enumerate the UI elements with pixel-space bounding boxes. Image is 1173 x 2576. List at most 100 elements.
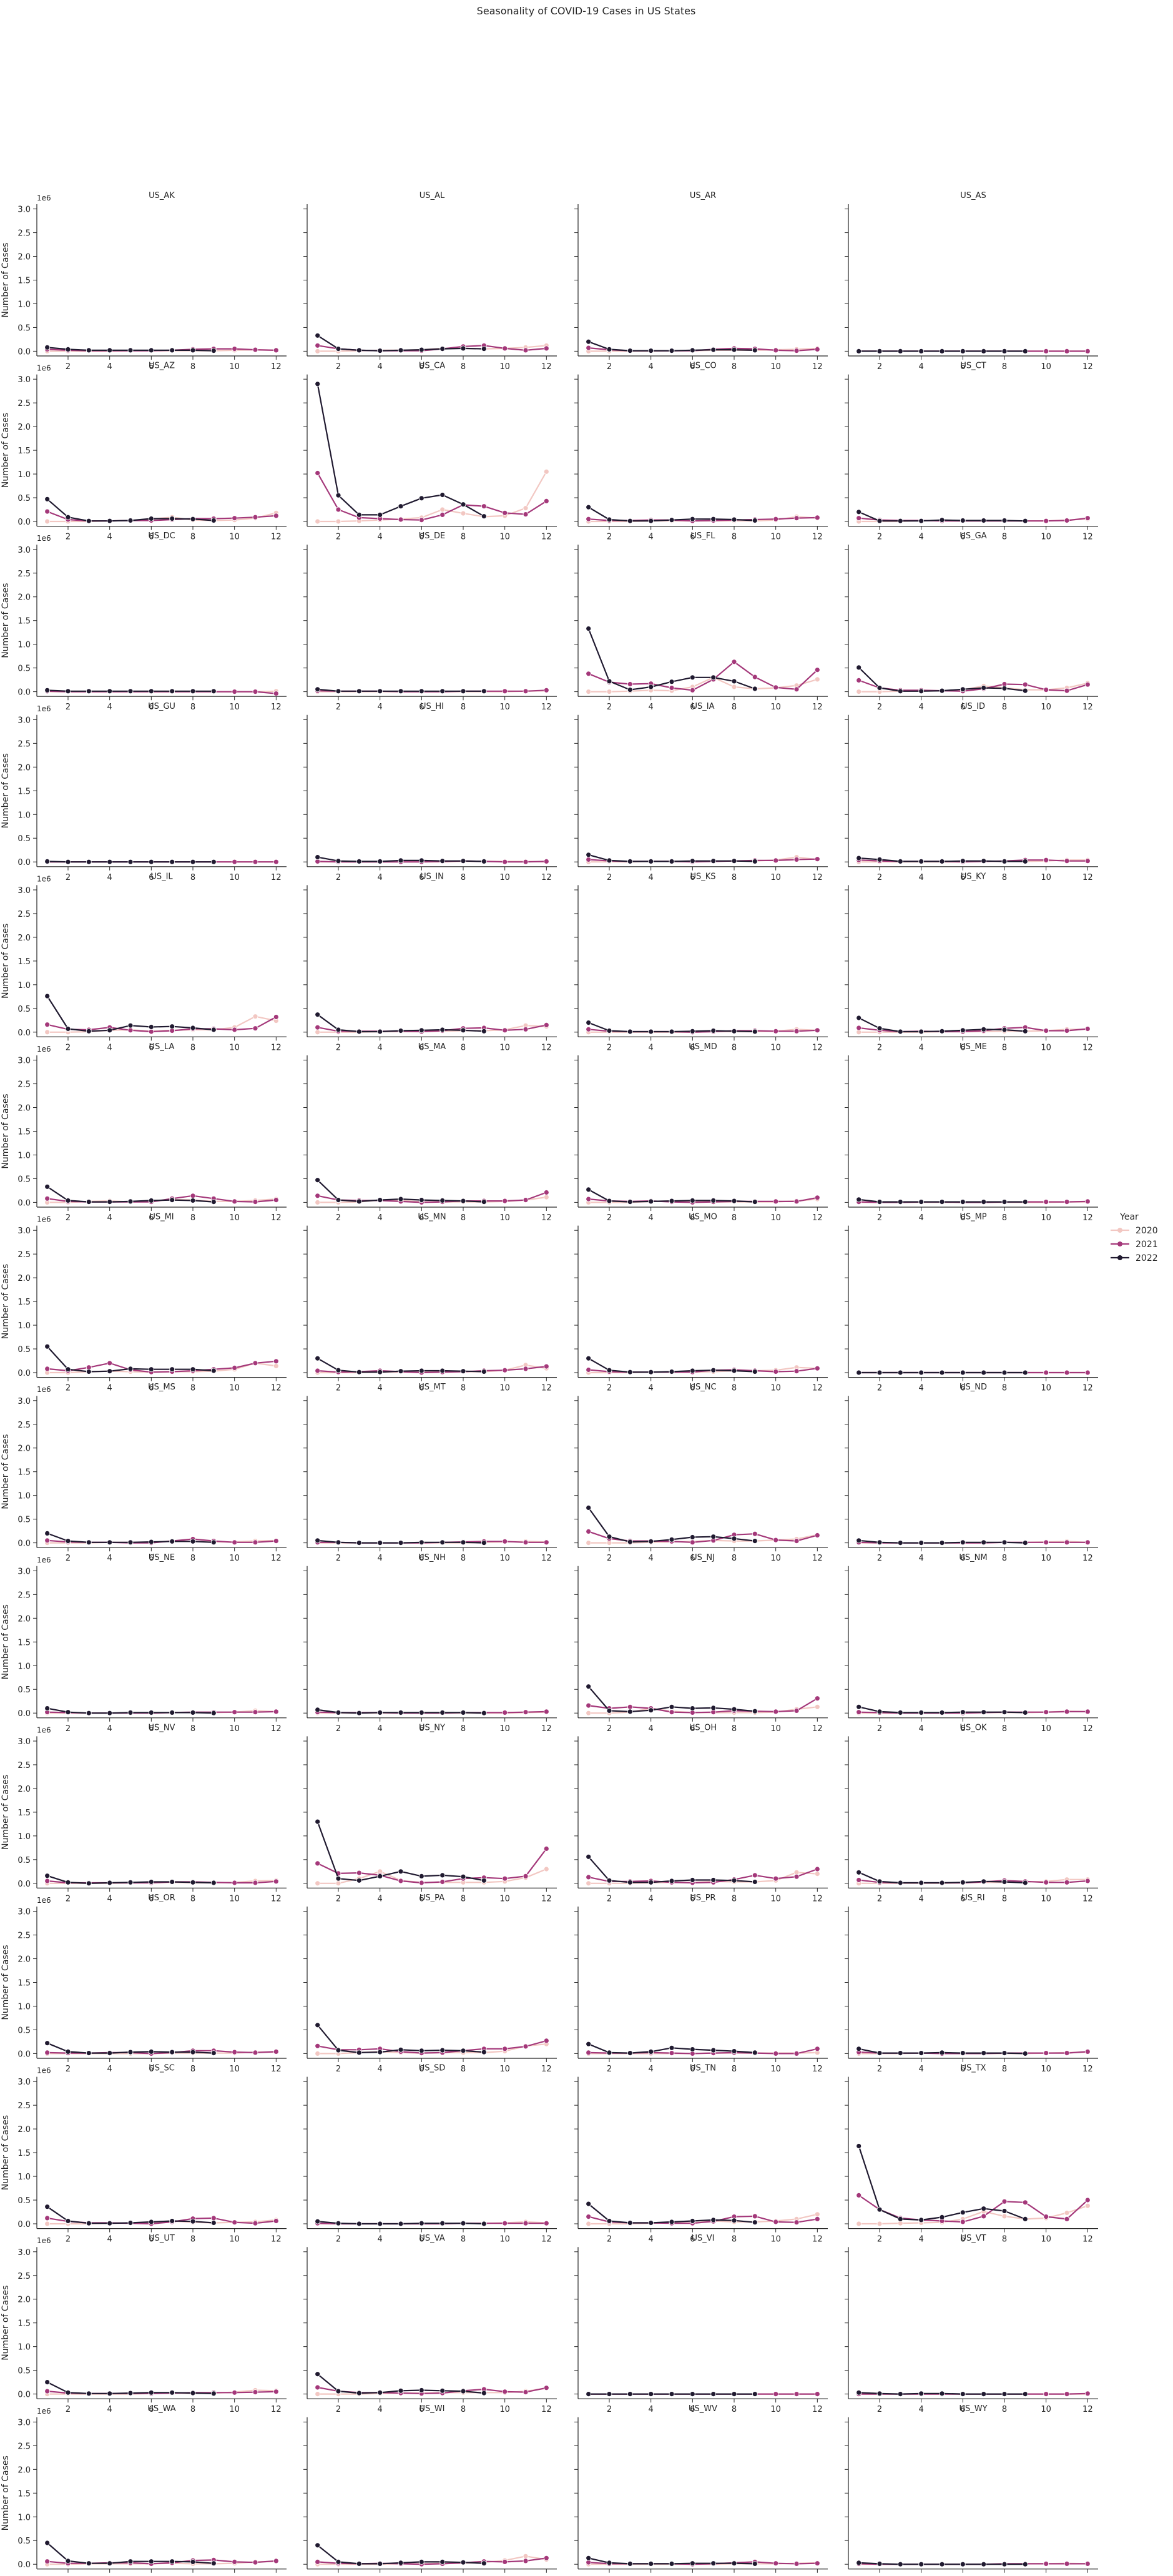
x-tick-label: 10 xyxy=(499,2065,510,2074)
data-point-2022 xyxy=(856,2390,861,2395)
data-point-2022 xyxy=(898,1541,903,1546)
panel-us-in: US_IN2 4 6 8 10 12 xyxy=(303,872,557,1052)
y-axis-label: Number of Cases xyxy=(1,924,11,999)
data-point-2022 xyxy=(586,1505,591,1510)
data-point-2022 xyxy=(856,1015,861,1020)
y-tick-label: 2.5 xyxy=(17,739,31,749)
x-tick-label: 2 xyxy=(336,2405,341,2414)
x-tick-label: 8 xyxy=(1002,703,1007,712)
data-point-2021 xyxy=(253,1880,258,1885)
x-tick-label: 2 xyxy=(877,1894,882,1903)
x-tick-label: 12 xyxy=(271,1724,282,1734)
y-axis-label: Number of Cases xyxy=(1,1775,11,1850)
x-tick-label: 12 xyxy=(541,1554,552,1563)
data-point-2022 xyxy=(607,1029,612,1034)
data-point-2021 xyxy=(315,343,320,348)
data-point-2021 xyxy=(45,1366,50,1371)
panel-us-wy: US_WY24681012Month xyxy=(845,2404,1098,2574)
y-tick-label: 1.5 xyxy=(17,447,31,456)
x-tick-label: 4 xyxy=(378,2405,383,2414)
data-point-2022 xyxy=(440,347,445,352)
data-point-2022 xyxy=(398,1029,403,1034)
data-point-2022 xyxy=(66,2390,71,2395)
data-point-2022 xyxy=(627,1369,632,1374)
data-point-2022 xyxy=(690,859,695,864)
data-point-2022 xyxy=(690,2392,695,2397)
data-point-2022 xyxy=(649,2049,654,2054)
data-point-2022 xyxy=(752,518,757,523)
y-axis-label: Number of Cases xyxy=(1,1093,11,1168)
x-tick-label: 10 xyxy=(499,703,510,712)
data-point-2020 xyxy=(586,1541,591,1546)
y-tick-label: 2.5 xyxy=(17,2272,31,2281)
x-tick-label: 10 xyxy=(229,2065,240,2074)
x-tick-label: 12 xyxy=(271,362,282,372)
data-point-2022 xyxy=(356,2221,361,2226)
data-point-2021 xyxy=(523,2044,528,2049)
y-tick-label: 0.5 xyxy=(17,2367,31,2376)
data-point-2022 xyxy=(732,2561,737,2566)
x-tick-label: 12 xyxy=(812,1384,823,1393)
data-point-2022 xyxy=(398,2388,403,2393)
x-tick-label: 8 xyxy=(1002,2235,1007,2244)
data-point-2021 xyxy=(273,2049,278,2054)
panel-title: US_WV xyxy=(689,2404,717,2414)
data-point-2022 xyxy=(336,2389,341,2394)
data-point-2022 xyxy=(128,1540,133,1545)
y-axis-label: Number of Cases xyxy=(1,2115,11,2190)
data-point-2022 xyxy=(981,348,986,353)
data-point-2022 xyxy=(981,2206,986,2211)
data-point-2021 xyxy=(253,2221,258,2226)
y-multiplier-label: 1e6 xyxy=(37,534,51,543)
data-point-2021 xyxy=(1064,688,1069,693)
data-point-2021 xyxy=(586,1529,591,1534)
data-point-2022 xyxy=(877,1200,882,1205)
x-tick-label: 2 xyxy=(607,703,612,712)
data-point-2022 xyxy=(190,2559,195,2564)
data-point-2021 xyxy=(190,1193,195,1198)
data-point-2022 xyxy=(378,689,383,694)
data-point-2022 xyxy=(690,2561,695,2566)
x-tick-label: 10 xyxy=(229,873,240,882)
data-point-2022 xyxy=(481,514,486,519)
data-point-2021 xyxy=(1085,1370,1090,1375)
data-point-2021 xyxy=(794,516,799,521)
data-point-2022 xyxy=(419,2221,424,2226)
data-point-2022 xyxy=(940,1880,945,1885)
data-point-2021 xyxy=(315,2043,320,2048)
x-tick-label: 8 xyxy=(190,873,195,882)
y-tick-label: 1.5 xyxy=(17,957,31,967)
data-point-2022 xyxy=(669,348,674,353)
y-tick-label: 1.5 xyxy=(17,617,31,626)
data-point-2022 xyxy=(940,2214,945,2219)
data-point-2022 xyxy=(315,1538,320,1543)
data-point-2022 xyxy=(149,1539,154,1544)
panel-title: US_SD xyxy=(419,2064,446,2073)
data-point-2022 xyxy=(607,517,612,522)
data-point-2022 xyxy=(627,1539,632,1544)
data-point-2022 xyxy=(669,1029,674,1034)
data-point-2020 xyxy=(607,689,612,694)
data-point-2021 xyxy=(523,2390,528,2395)
data-point-2022 xyxy=(211,2221,216,2226)
x-tick-label: 8 xyxy=(1002,533,1007,542)
data-point-2021 xyxy=(253,1710,258,1715)
data-point-2020 xyxy=(315,519,320,524)
data-point-2021 xyxy=(503,1539,508,1544)
data-point-2021 xyxy=(273,1709,278,1714)
x-tick-label: 10 xyxy=(499,1384,510,1393)
data-point-2022 xyxy=(128,1366,133,1371)
series-line-2021 xyxy=(589,662,818,691)
data-point-2021 xyxy=(815,1696,820,1701)
x-tick-label: 8 xyxy=(461,1554,466,1563)
y-tick-label: 2.0 xyxy=(17,2296,31,2305)
data-point-2021 xyxy=(1044,857,1049,862)
data-point-2022 xyxy=(45,1344,50,1349)
panel-title: US_AS xyxy=(960,191,986,200)
panel-us-mo: US_MO 2 4 6 8 10 12 xyxy=(574,1213,828,1393)
data-point-2021 xyxy=(503,1028,508,1033)
legend-title: Year xyxy=(1119,1212,1139,1222)
x-tick-label: 10 xyxy=(770,1213,781,1223)
y-multiplier-label: 1e6 xyxy=(37,1556,51,1564)
data-point-2022 xyxy=(690,1706,695,1711)
